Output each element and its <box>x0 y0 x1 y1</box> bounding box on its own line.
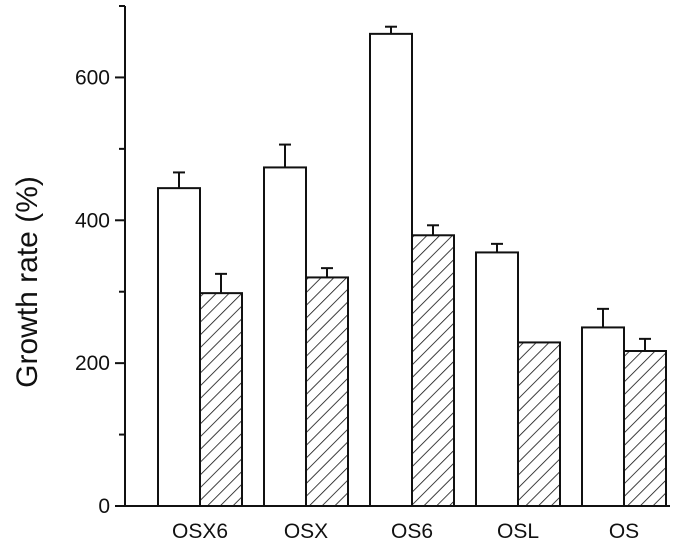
y-tick-label: 400 <box>75 209 110 232</box>
bar-osx-hatched <box>305 276 349 507</box>
x-tick-label: OSX <box>284 520 328 543</box>
y-tick-label: 200 <box>75 352 110 375</box>
y-axis-ticks: 0 200 400 600 <box>75 5 125 518</box>
bar-osx-open <box>263 166 307 508</box>
bar-osl-open <box>475 251 519 507</box>
x-tick-label: OS <box>609 520 639 543</box>
x-tick-label: OSL <box>497 520 539 543</box>
bar-os-open <box>581 326 625 507</box>
bar-os6-hatched <box>411 234 455 508</box>
bars <box>157 25 667 508</box>
y-tick-label: 600 <box>75 66 110 89</box>
bar-osl-hatched <box>517 341 561 507</box>
x-tick-label: OSX6 <box>172 520 228 543</box>
y-axis-title: Growth rate (%) <box>11 176 44 388</box>
bar-osx6-hatched <box>199 292 243 507</box>
x-tick-label: OS6 <box>391 520 433 543</box>
x-axis-labels: OSX6 OSX OS6 OSL OS <box>172 520 639 543</box>
bar-os6-open <box>369 32 413 507</box>
bar-os-hatched <box>623 350 667 507</box>
bar-osx6-open <box>157 187 201 507</box>
y-tick-label: 0 <box>98 495 110 518</box>
